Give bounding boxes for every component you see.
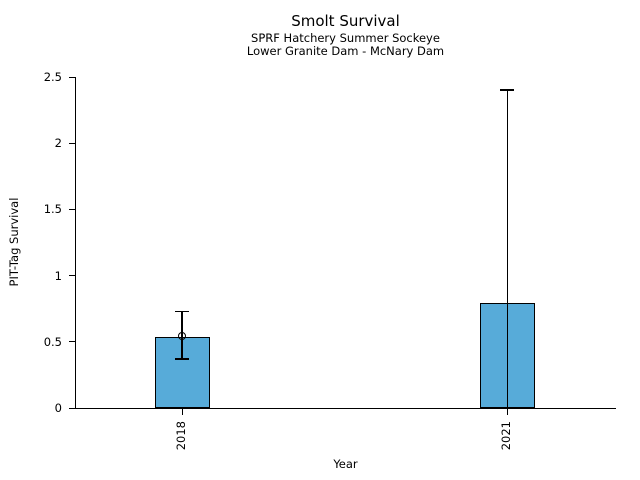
y-tick-label: 0 (54, 401, 62, 415)
x-tick-mark (181, 409, 183, 415)
y-tick-mark (69, 142, 75, 144)
chart-title: Smolt Survival (291, 12, 400, 30)
y-tick-label: 0.5 (43, 334, 62, 349)
y-axis-line (75, 77, 76, 409)
y-tick-mark (69, 407, 75, 409)
y-tick-label: 2 (54, 136, 62, 151)
y-tick-mark (69, 341, 75, 343)
y-tick-label: 2.5 (43, 70, 62, 84)
x-axis-line (75, 408, 616, 409)
y-tick-mark (69, 275, 75, 277)
y-tick-label: 1.5 (43, 202, 62, 217)
chart-subtitle-line1: SPRF Hatchery Summer Sockeye (251, 31, 440, 45)
y-tick-mark (69, 76, 75, 78)
y-axis-label: PIT-Tag Survival (7, 197, 21, 287)
y-tick-mark (69, 208, 75, 210)
error-bar-cap-top-2021 (500, 89, 515, 91)
error-bar-cap-bottom-2018 (175, 358, 190, 360)
error-bar-cap-top-2018 (175, 310, 190, 313)
x-tick-label-2021: 2021 (499, 421, 514, 451)
error-bar-line-2021 (506, 90, 508, 408)
y-tick-label: 1 (54, 268, 62, 283)
chart-subtitle-line2: Lower Granite Dam - McNary Dam (246, 44, 445, 58)
point-marker-2018 (177, 331, 187, 341)
x-axis-label: Year (333, 457, 358, 471)
x-tick-mark (506, 409, 508, 415)
x-tick-label-2018: 2018 (174, 421, 189, 451)
